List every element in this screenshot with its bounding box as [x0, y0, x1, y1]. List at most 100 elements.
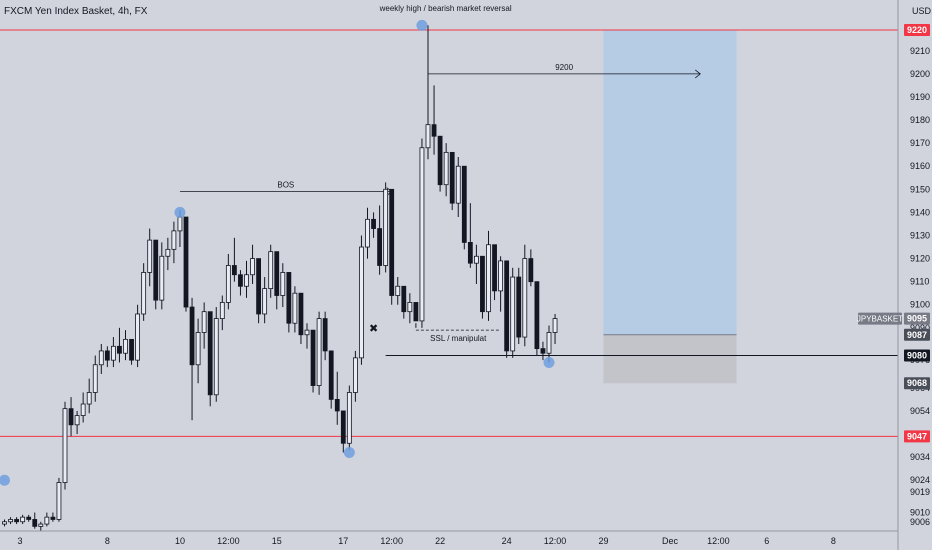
candle-up	[455, 165, 461, 204]
candle-down	[256, 258, 262, 315]
y-tick-label: 9054	[910, 406, 930, 416]
y-tick-label: 9034	[910, 452, 930, 462]
candle-up	[486, 244, 491, 313]
candle-down	[334, 399, 340, 412]
candle-down	[528, 258, 534, 283]
time-axis[interactable]: 3 8 10 12:00 15 17 12:00 22 24 12:00 29 Dec 12:00 6 8	[17, 536, 835, 546]
price-tag-1[interactable]	[904, 312, 930, 325]
candle-up	[135, 313, 141, 361]
candle-up	[111, 345, 116, 361]
y-tick-label: 9160	[910, 161, 930, 171]
candle-up	[219, 302, 225, 319]
y-tick-label: 9100	[910, 300, 930, 310]
swing-markers	[0, 19, 555, 486]
candle-down	[492, 244, 497, 292]
candle-down	[461, 165, 467, 243]
candle-down	[437, 135, 443, 186]
candle-down	[467, 242, 473, 264]
candle-down	[534, 281, 540, 350]
candle-up	[123, 338, 128, 354]
candle-up	[359, 246, 364, 359]
x-tick-label: 12:00	[380, 536, 403, 546]
candle-up	[280, 272, 286, 296]
candle-up	[419, 147, 425, 322]
candle-down	[431, 124, 437, 137]
long-position-tool[interactable]	[603, 30, 737, 384]
x-tick-label: 12:00	[544, 536, 567, 546]
candle-down	[377, 228, 383, 266]
price-tag-2[interactable]	[904, 328, 930, 341]
target-arrow-label: 9200	[555, 63, 573, 72]
candle-up	[522, 258, 528, 338]
x-tick-label: 3	[17, 536, 22, 546]
candle-up	[56, 482, 62, 520]
price-tag-text-4: 9068	[907, 378, 927, 388]
candle-up	[8, 519, 13, 523]
y-tick-label: 9130	[910, 230, 930, 240]
candle-up	[195, 332, 201, 366]
y-tick-label: 9170	[910, 138, 930, 148]
candle-down	[14, 519, 20, 523]
candle-up	[244, 274, 249, 287]
y-tick-label: 9140	[910, 207, 930, 217]
annotations[interactable]: BOS 9200 SSL / manipulat weekly high / bear…	[179, 4, 701, 343]
candle-down	[153, 239, 159, 301]
price-tag-text-3: 9080	[907, 351, 927, 361]
candle-down	[322, 318, 328, 352]
y-tick-label: 9210	[910, 46, 930, 56]
candle-down	[389, 188, 395, 296]
y-tick-label: 9110	[910, 277, 929, 287]
candle-down	[371, 218, 376, 229]
candle-down	[207, 311, 213, 396]
candle-up	[250, 258, 255, 276]
price-tag-5[interactable]	[904, 430, 930, 443]
price-unit-label: USD	[912, 6, 932, 16]
candle-up	[38, 523, 44, 527]
symbol-tag[interactable]	[858, 312, 902, 325]
candle-down	[298, 292, 304, 336]
position-profit-zone[interactable]	[603, 30, 737, 335]
candle-down	[328, 350, 334, 400]
candle-up	[262, 288, 268, 315]
y-tick-label: 9200	[910, 69, 930, 79]
y-tick-label: 9120	[910, 254, 930, 264]
x-tick-label: 15	[272, 536, 282, 546]
candle-down	[183, 216, 189, 308]
price-tag-text-2: 9087	[907, 330, 927, 340]
swing-marker	[0, 474, 10, 486]
swing-marker	[174, 206, 186, 218]
candle-up	[92, 364, 98, 393]
candle-up	[316, 318, 322, 386]
reversal-label: weekly high / bearish market reversal	[379, 4, 512, 13]
candle-down	[413, 302, 419, 322]
candle-up	[165, 248, 171, 257]
x-tick-label: 24	[502, 536, 512, 546]
candle-down	[540, 348, 546, 354]
candle-up	[473, 255, 479, 264]
candle-down	[286, 272, 292, 324]
price-tag-4[interactable]	[904, 377, 930, 390]
candle-up	[201, 311, 207, 333]
price-tag-0[interactable]	[904, 24, 930, 37]
candle-down	[189, 306, 195, 366]
ssl-label: SSL / manipulat	[430, 334, 487, 343]
candle-up	[44, 516, 50, 525]
price-axis[interactable]: 9006901090199024903490449054906490769090…	[857, 24, 930, 527]
candle-down	[449, 151, 455, 204]
y-tick-label: 9150	[910, 184, 930, 194]
candle-up	[510, 276, 516, 352]
price-tag-3[interactable]	[904, 349, 930, 362]
candle-up	[225, 265, 231, 303]
horizontal-levels[interactable]	[0, 29, 898, 437]
candle-up	[407, 302, 413, 313]
position-loss-zone[interactable]	[603, 334, 737, 384]
candle-down	[104, 350, 110, 361]
candle-up	[395, 285, 401, 296]
symbol-tag-text: JPYBASKET	[857, 315, 903, 324]
x-tick-label: 8	[105, 536, 110, 546]
candle-up	[268, 251, 274, 289]
swing-marker	[416, 19, 428, 31]
candle-down	[50, 516, 56, 520]
